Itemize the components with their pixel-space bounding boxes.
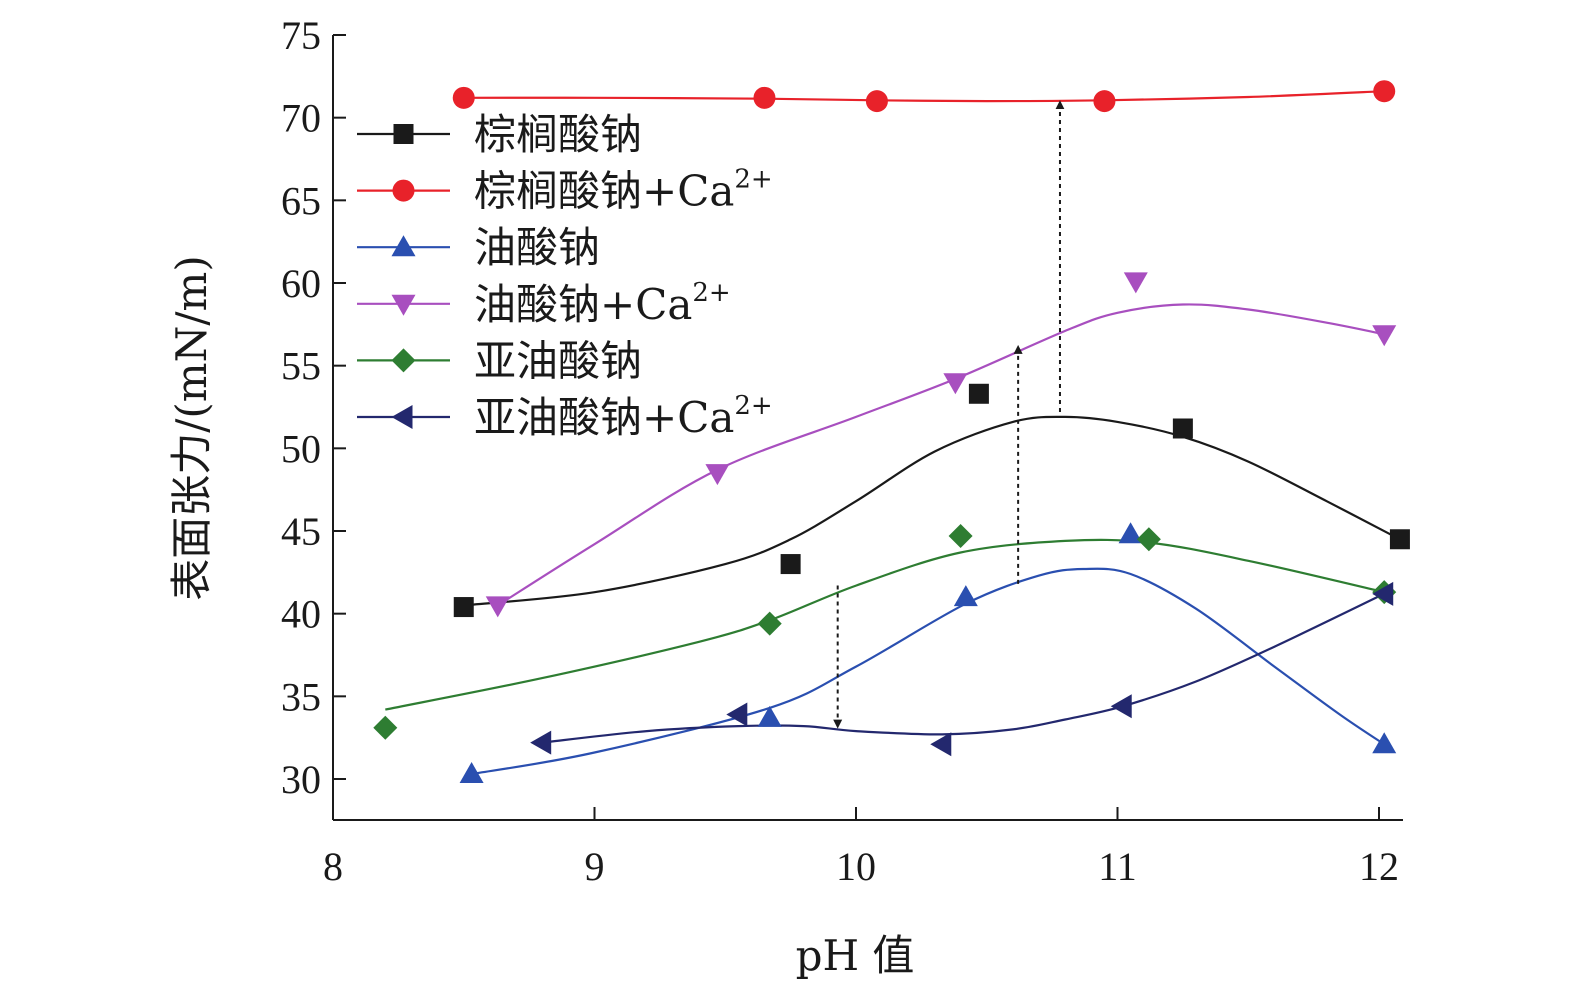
y-tick-label: 75 xyxy=(281,13,321,58)
data-point-4-3 xyxy=(1136,527,1161,552)
data-point-1-0 xyxy=(452,86,475,109)
series-line-3 xyxy=(497,303,1385,607)
legend-label-superscript: 2+ xyxy=(734,165,772,195)
data-point-3-1 xyxy=(705,464,730,486)
data-point-2-3 xyxy=(1118,522,1143,544)
series-line-2 xyxy=(471,567,1385,776)
legend-label-text: 亚油酸钠+Ca xyxy=(474,393,734,442)
legend-marker-1 xyxy=(392,179,415,202)
legend-label-superscript: 2+ xyxy=(692,278,730,308)
legend-marker-0 xyxy=(393,124,414,144)
x-tick-label: 8 xyxy=(323,844,343,889)
x-tick-label: 12 xyxy=(1359,844,1399,889)
data-point-1-1 xyxy=(753,86,776,109)
legend-label-text: 油酸钠 xyxy=(474,223,600,272)
y-tick-label: 60 xyxy=(281,261,321,306)
data-point-2-1 xyxy=(757,705,782,727)
data-point-5-2 xyxy=(930,732,952,757)
data-point-0-0 xyxy=(453,597,474,618)
legend-label-superscript: 2+ xyxy=(734,391,772,421)
legend-label-text: 油酸钠+Ca xyxy=(474,280,692,329)
data-point-2-4 xyxy=(1372,732,1397,754)
data-point-5-4 xyxy=(1372,581,1394,606)
legend-marker-5 xyxy=(391,405,413,429)
series-curves xyxy=(385,90,1401,776)
data-point-4-1 xyxy=(757,611,782,636)
x-tick-label: 11 xyxy=(1098,844,1137,889)
data-point-3-2 xyxy=(943,373,968,395)
annotations xyxy=(833,100,1065,729)
y-axis-title: 表面张力/(mN/m) xyxy=(167,255,216,600)
legend-marker-2 xyxy=(391,235,416,257)
data-point-0-4 xyxy=(1389,529,1410,550)
data-point-2-2 xyxy=(953,585,978,607)
legend-marker-3 xyxy=(391,294,416,316)
legend-label-5: 亚油酸钠+Ca2+ xyxy=(474,391,773,442)
y-tick-label: 35 xyxy=(281,674,321,719)
axes: 30 35 40 45 50 55 60 65 70 75 8 9 10 11 12 xyxy=(281,13,1403,889)
series-points xyxy=(373,80,1410,784)
x-axis-title: pH 值 xyxy=(796,931,915,980)
data-point-3-0 xyxy=(485,596,510,618)
legend-label-1: 棕榈酸钠+Ca2+ xyxy=(474,165,773,216)
data-point-5-1 xyxy=(726,702,748,727)
y-tick-label: 70 xyxy=(281,96,321,141)
legend-label-text: 棕榈酸钠+Ca xyxy=(474,167,734,216)
legend-label-2: 油酸钠 xyxy=(474,223,600,272)
legend-label-4: 亚油酸钠 xyxy=(474,336,642,385)
legend-label-text: 亚油酸钠 xyxy=(474,336,642,385)
data-point-2-0 xyxy=(459,762,484,784)
data-point-5-3 xyxy=(1110,694,1132,719)
legend-label-text: 棕榈酸钠 xyxy=(474,110,642,159)
data-point-1-2 xyxy=(865,90,888,113)
data-point-4-0 xyxy=(373,715,398,740)
data-point-3-4 xyxy=(1372,325,1397,347)
data-point-4-2 xyxy=(948,523,973,548)
data-point-5-0 xyxy=(530,730,552,755)
y-tick-label: 40 xyxy=(281,592,321,637)
x-tick-label: 9 xyxy=(585,844,605,889)
legend-marker-4 xyxy=(391,348,416,373)
data-point-3-3 xyxy=(1123,272,1148,294)
data-point-1-3 xyxy=(1093,90,1116,113)
x-tick-label: 10 xyxy=(836,844,876,889)
y-tick-label: 65 xyxy=(281,178,321,223)
series-line-1 xyxy=(463,90,1385,103)
y-tick-label: 30 xyxy=(281,757,321,802)
y-tick-label: 55 xyxy=(281,344,321,389)
legend-label-3: 油酸钠+Ca2+ xyxy=(474,278,731,329)
data-point-0-2 xyxy=(968,383,989,404)
series-line-5 xyxy=(542,592,1385,744)
series-line-0 xyxy=(463,415,1401,607)
legend-label-0: 棕榈酸钠 xyxy=(474,110,642,159)
y-tick-label: 50 xyxy=(281,426,321,471)
series-line-4 xyxy=(385,538,1385,711)
y-tick-label: 45 xyxy=(281,509,321,554)
data-point-0-3 xyxy=(1172,418,1193,439)
data-point-0-1 xyxy=(780,554,801,575)
data-point-1-4 xyxy=(1373,80,1396,103)
